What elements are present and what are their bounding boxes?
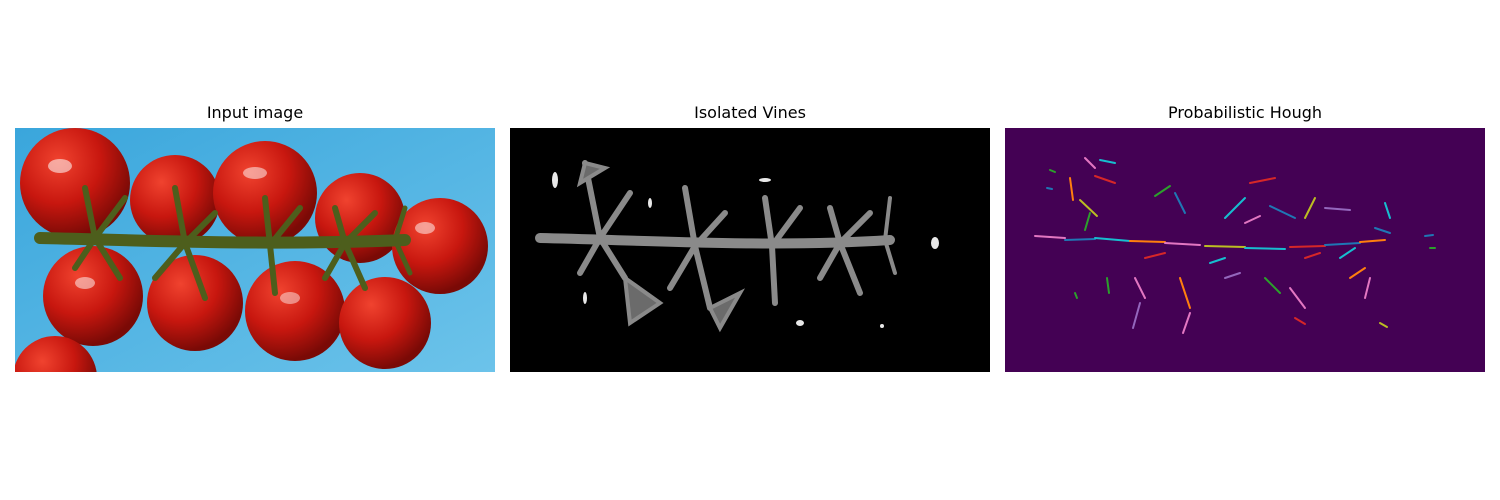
- hough-line-segment: [1047, 188, 1052, 189]
- isolated-vines-image: [510, 128, 990, 372]
- panel-title: Input image: [15, 100, 495, 128]
- input-image: [15, 128, 495, 372]
- hough-line-segment: [1290, 246, 1325, 247]
- panel-title: Probabilistic Hough: [1005, 100, 1485, 128]
- hough-line-segment: [1065, 239, 1095, 240]
- panel-probabilistic-hough: Probabilistic Hough: [1005, 100, 1485, 372]
- hough-line-segment: [1425, 235, 1433, 236]
- hough-line-segment: [1205, 246, 1245, 247]
- hough-line-segment: [1245, 248, 1285, 249]
- hough-line-segment: [1130, 241, 1165, 242]
- probabilistic-hough-image: [1005, 128, 1485, 372]
- panel-isolated-vines: Isolated Vines: [510, 100, 990, 372]
- panel-title: Isolated Vines: [510, 100, 990, 128]
- panel-input-image: Input image: [15, 100, 495, 372]
